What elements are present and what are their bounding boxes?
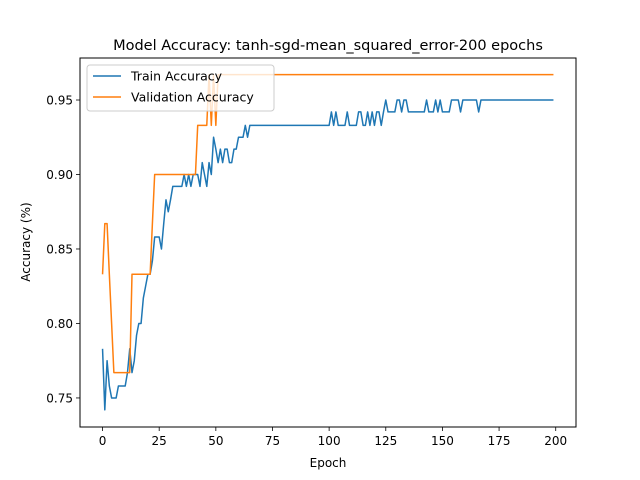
x-tick-label: 175 bbox=[488, 434, 511, 448]
y-tick-label: 0.85 bbox=[46, 242, 73, 256]
legend: Train Accuracy Validation Accuracy bbox=[86, 64, 275, 112]
plot-area: 0 25 50 75 100 125 150 175 200 0.750.800.850.900… bbox=[46, 57, 577, 448]
x-tick-label: 25 bbox=[152, 434, 167, 448]
legend-label-train: Train Accuracy bbox=[130, 69, 223, 84]
x-tick-label: 125 bbox=[374, 434, 397, 448]
y-tick-label: 0.95 bbox=[46, 93, 73, 107]
x-tick-label: 75 bbox=[265, 434, 280, 448]
y-tick-label: 0.90 bbox=[46, 168, 73, 182]
x-axis-ticks: 0 25 50 75 100 125 150 175 200 bbox=[99, 427, 567, 448]
y-tick-label: 0.75 bbox=[46, 391, 73, 405]
series-line-train bbox=[101, 99, 554, 411]
axes-frame bbox=[79, 57, 577, 428]
chart-title: Model Accuracy: tanh-sgd-mean_squared_er… bbox=[113, 38, 543, 54]
y-tick-label: 0.80 bbox=[46, 317, 73, 331]
y-axis-label: Accuracy (%) bbox=[19, 202, 33, 281]
x-tick-label: 150 bbox=[431, 434, 454, 448]
x-tick-label: 0 bbox=[99, 434, 107, 448]
x-tick-label: 50 bbox=[208, 434, 223, 448]
series-line-validation bbox=[101, 73, 554, 374]
x-tick-label: 100 bbox=[318, 434, 341, 448]
series-layer bbox=[101, 73, 554, 411]
legend-label-validation: Validation Accuracy bbox=[131, 90, 254, 105]
x-axis-label: Epoch bbox=[310, 456, 347, 470]
x-tick-label: 200 bbox=[544, 434, 567, 448]
y-axis-ticks: 0.75 0.80 0.85 0.90 0.95 bbox=[46, 93, 80, 405]
legend-box bbox=[86, 64, 275, 112]
